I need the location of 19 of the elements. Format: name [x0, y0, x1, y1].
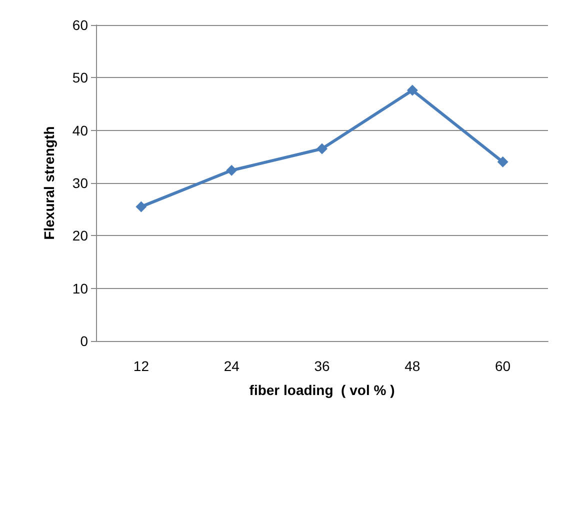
x-tick-label: 36	[314, 358, 330, 374]
point	[316, 143, 328, 154]
x-tick-label: 24	[224, 358, 240, 374]
x-axis-title: fiber loading ( vol % )	[249, 382, 395, 398]
y-tick-label: 40	[72, 122, 88, 138]
y-tick-label: 30	[72, 175, 88, 191]
point	[226, 164, 238, 176]
x-tick-label: 12	[133, 358, 150, 374]
point	[136, 201, 147, 212]
x-tick-label: 48	[404, 358, 420, 374]
y-tick-label: 50	[72, 70, 88, 86]
y-tick-label: 60	[72, 17, 88, 33]
y-axis-title: Flexural strength	[41, 126, 57, 240]
point	[406, 84, 418, 96]
x-tick-label: 60	[495, 358, 511, 374]
y-tick-label: 0	[80, 333, 88, 349]
point	[497, 156, 508, 168]
y-tick-label: 10	[72, 280, 88, 296]
y-tick-label: 20	[72, 228, 88, 244]
